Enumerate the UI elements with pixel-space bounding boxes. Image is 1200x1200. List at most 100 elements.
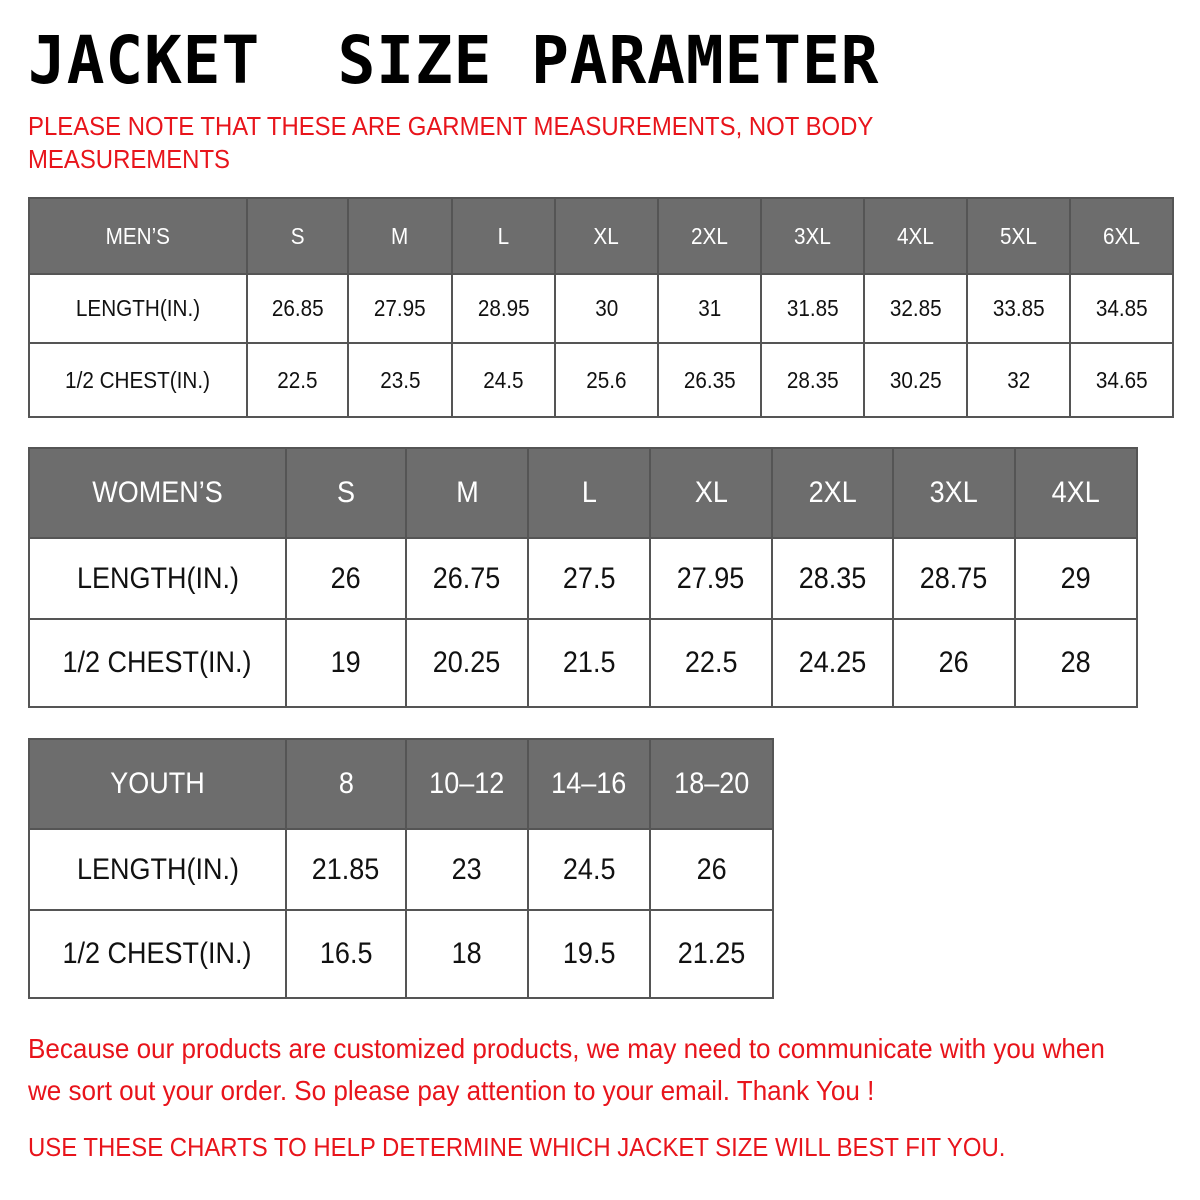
cell-text: 24.5	[562, 852, 616, 886]
cell-text: 3XL	[929, 476, 979, 509]
cell-text: 1/2 CHEST(IN.)	[62, 646, 253, 679]
cell-text: XL	[593, 222, 620, 249]
measurement-value-cell: 33.85	[966, 273, 1071, 344]
size-header-cell: S	[285, 447, 407, 539]
measurement-value-cell: 26.35	[657, 342, 762, 418]
cell-text: 33.85	[992, 295, 1045, 321]
measurement-value-cell: 20.25	[405, 618, 529, 708]
mens-size-table: MEN’S S M L XL 2XL 3XL 4XL 5XL 6XL LENGTH(IN.) 26.8…	[28, 197, 1174, 418]
measurement-value-cell: 26.85	[246, 273, 349, 344]
measurement-label-cell: 1/2 CHEST(IN.)	[28, 342, 248, 418]
cell-text: WOMEN’S	[92, 476, 223, 509]
measurement-value-cell: 30.25	[863, 342, 968, 418]
measurement-value-cell: 34.65	[1069, 342, 1174, 418]
cell-text: 28.95	[477, 295, 530, 321]
cell-text: 18–20	[673, 767, 750, 800]
cell-text: M	[391, 222, 409, 249]
measurement-value-cell: 23.5	[347, 342, 453, 418]
cell-text: S	[290, 222, 305, 249]
cell-text: 30.25	[889, 366, 942, 393]
womens-size-table: WOMEN’S S M L XL 2XL 3XL 4XL LENGTH(IN.) 26 26.75 2…	[28, 447, 1138, 708]
cell-text: 22.5	[684, 646, 738, 679]
garment-measurement-note: PLEASE NOTE THAT THESE ARE GARMENT MEASU…	[28, 111, 873, 174]
table-header-row: MEN’S S M L XL 2XL 3XL 4XL 5XL 6XL	[28, 197, 1174, 275]
size-header-cell: L	[527, 447, 651, 539]
measurement-value-cell: 28.95	[451, 273, 556, 344]
cell-text: 29	[1060, 561, 1092, 595]
cell-text: 31.85	[786, 295, 839, 321]
measurement-value-cell: 26	[649, 828, 774, 911]
measurement-value-cell: 24.5	[451, 342, 556, 418]
cell-text: 23.5	[379, 366, 421, 393]
measurement-value-cell: 21.25	[649, 909, 774, 999]
measurement-label-cell: LENGTH(IN.)	[28, 537, 287, 620]
table-header-row: WOMEN’S S M L XL 2XL 3XL 4XL	[28, 447, 1138, 539]
cell-text: 2XL	[691, 222, 728, 249]
size-header-cell: 2XL	[771, 447, 894, 539]
measurement-label-cell: 1/2 CHEST(IN.)	[28, 909, 287, 999]
cell-text: 28.75	[920, 561, 988, 595]
measurement-value-cell: 26.75	[405, 537, 529, 620]
measurement-value-cell: 27.95	[347, 273, 453, 344]
cell-text: LENGTH(IN.)	[76, 561, 239, 595]
size-header-cell: 4XL	[1014, 447, 1138, 539]
measurement-value-cell: 22.5	[649, 618, 773, 708]
size-header-cell: XL	[649, 447, 773, 539]
cell-text: 20.25	[433, 646, 501, 679]
cell-text: 30	[594, 295, 619, 321]
cell-text: 26	[938, 646, 970, 679]
size-chart-instruction: USE THESE CHARTS TO HELP DETERMINE WHICH…	[28, 1132, 1006, 1162]
cell-text: 32.85	[889, 295, 942, 321]
measurement-value-cell: 24.25	[771, 618, 894, 708]
size-header-cell: 2XL	[657, 197, 762, 275]
size-header-cell: S	[246, 197, 349, 275]
size-header-cell: 6XL	[1069, 197, 1174, 275]
measurement-value-cell: 32.85	[863, 273, 968, 344]
measurement-value-cell: 30	[554, 273, 659, 344]
size-header-cell: 3XL	[892, 447, 1016, 539]
table-row: LENGTH(IN.) 21.85 23 24.5 26	[28, 828, 774, 911]
measurement-value-cell: 28	[1014, 618, 1138, 708]
cell-text: 27.95	[677, 561, 745, 595]
cell-text: 21.25	[677, 937, 746, 970]
size-header-cell: 8	[285, 738, 407, 830]
cell-text: 5XL	[1000, 222, 1037, 249]
measurement-value-cell: 26	[892, 618, 1016, 708]
cell-text: 32	[1006, 366, 1031, 393]
measurement-value-cell: 34.85	[1069, 273, 1174, 344]
size-header-cell: XL	[554, 197, 659, 275]
measurement-label-cell: LENGTH(IN.)	[28, 828, 287, 911]
page-title: JACKET SIZE PARAMETER	[28, 22, 880, 99]
measurement-value-cell: 24.5	[527, 828, 651, 911]
cell-text: 3XL	[794, 222, 831, 249]
cell-text: 26.85	[271, 295, 324, 321]
cell-text: 25.6	[586, 366, 627, 393]
cell-text: 21.85	[312, 852, 380, 886]
cell-text: 24.25	[798, 646, 867, 679]
cell-text: 10–12	[429, 767, 505, 800]
cell-text: 26	[330, 561, 362, 595]
table-row: 1/2 CHEST(IN.) 22.5 23.5 24.5 25.6 26.35 28.35…	[28, 342, 1174, 418]
measurement-value-cell: 28.35	[771, 537, 894, 620]
cell-text: 26.35	[683, 366, 736, 393]
measurement-value-cell: 26	[285, 537, 407, 620]
measurement-label-cell: 1/2 CHEST(IN.)	[28, 618, 287, 708]
cell-text: 1/2 CHEST(IN.)	[62, 937, 253, 970]
size-header-cell: 18–20	[649, 738, 774, 830]
cell-text: L	[497, 222, 510, 249]
cell-text: 34.85	[1095, 295, 1148, 321]
cell-text: 28.35	[798, 561, 867, 595]
cell-text: L	[581, 476, 597, 509]
cell-text: 23	[451, 852, 483, 886]
table-row: 1/2 CHEST(IN.) 16.5 18 19.5 21.25	[28, 909, 774, 999]
size-header-cell: M	[347, 197, 453, 275]
cell-text: 26.75	[433, 561, 501, 595]
size-header-cell: 5XL	[966, 197, 1071, 275]
measurement-value-cell: 19.5	[527, 909, 651, 999]
measurement-value-cell: 22.5	[246, 342, 349, 418]
size-header-cell: 4XL	[863, 197, 968, 275]
measurement-value-cell: 29	[1014, 537, 1138, 620]
cell-text: 21.5	[562, 646, 616, 679]
size-header-cell: 3XL	[760, 197, 865, 275]
cell-text: 4XL	[1051, 476, 1101, 509]
